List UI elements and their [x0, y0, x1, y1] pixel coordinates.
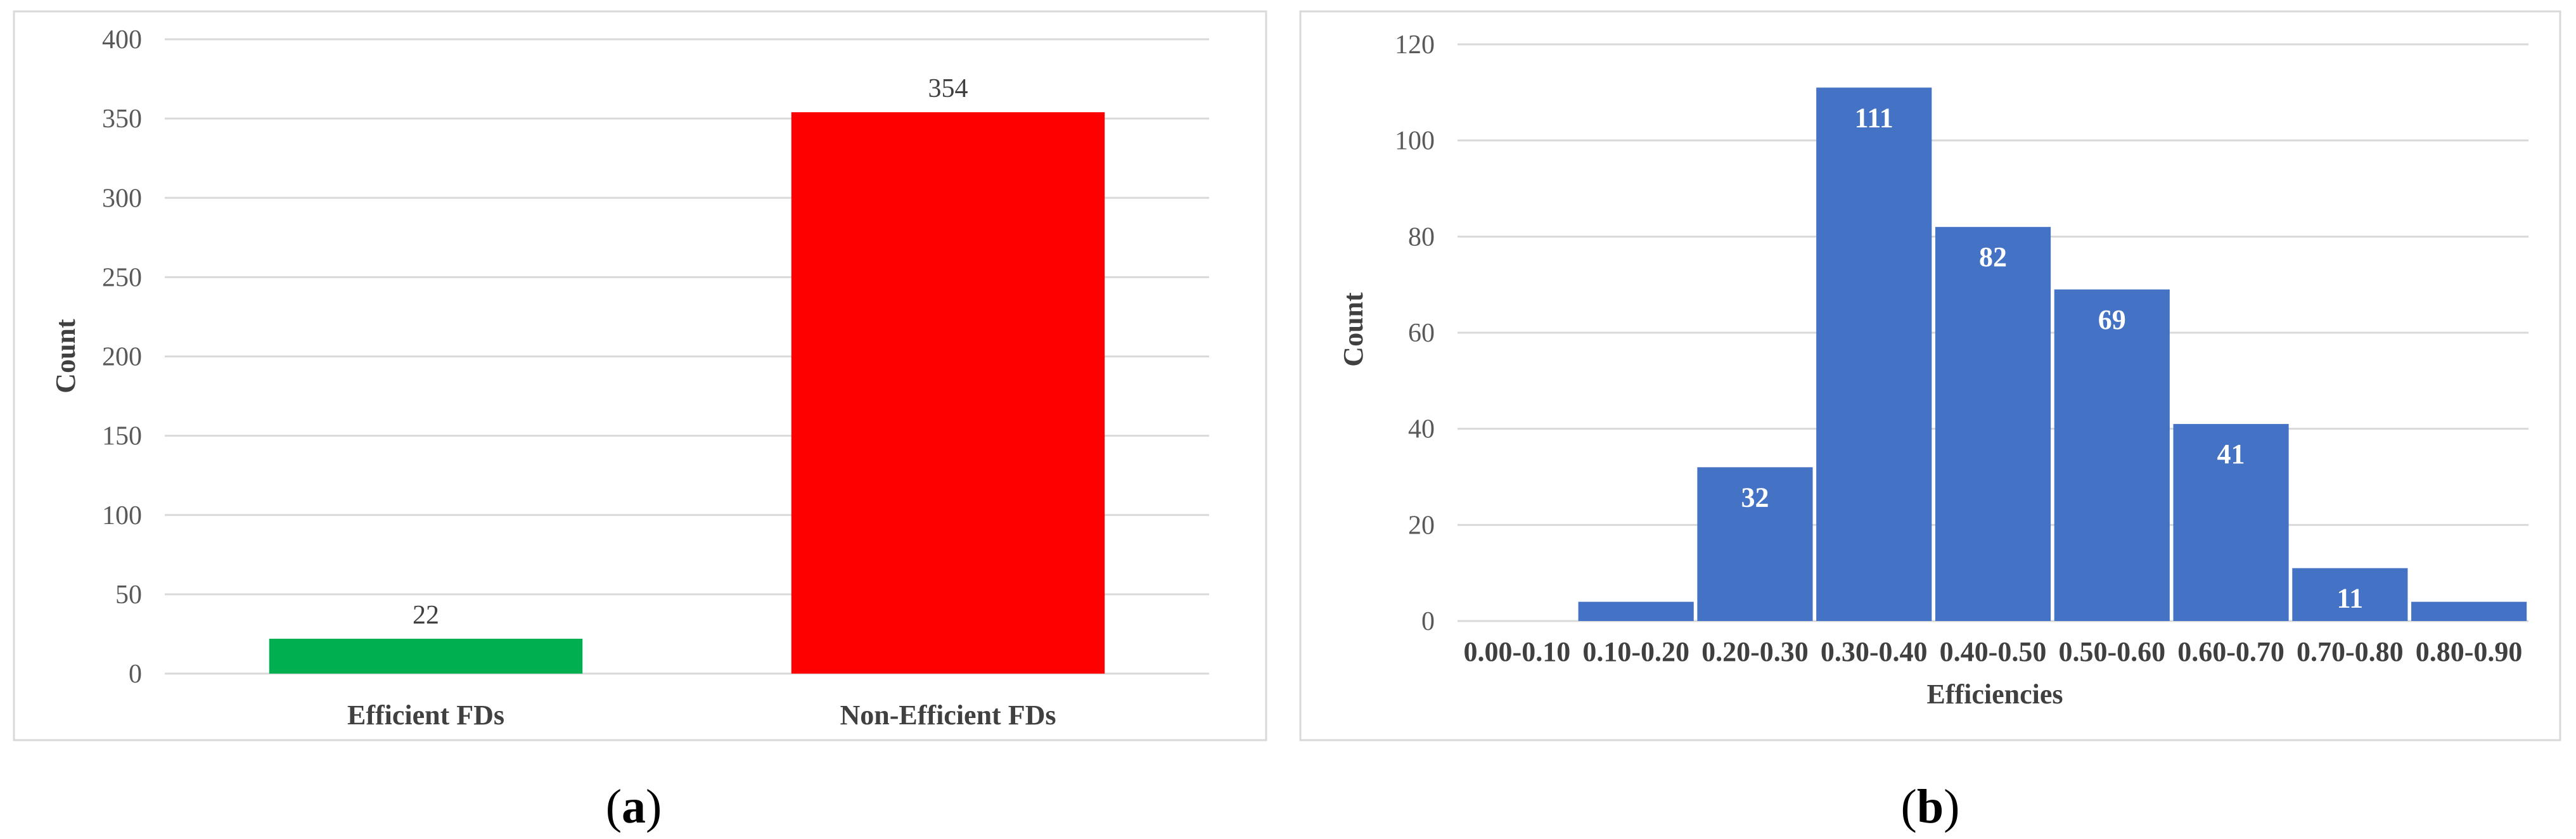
- data-label: 82: [1979, 241, 2007, 272]
- y-tick-label: 100: [1395, 127, 1435, 156]
- x-tick-label: Efficient FDs: [347, 700, 504, 731]
- y-tick-label: 0: [1421, 607, 1435, 636]
- y-tick-label: 60: [1408, 319, 1435, 348]
- x-tick-label: 0.10-0.20: [1582, 636, 1689, 667]
- x-tick-label: Non-Efficient FDs: [840, 700, 1056, 731]
- x-tick-label: 0.40-0.50: [1940, 636, 2047, 667]
- y-tick-label: 20: [1408, 511, 1435, 540]
- x-tick-label: 0.50-0.60: [2058, 636, 2165, 667]
- y-tick-label: 40: [1408, 415, 1435, 444]
- y-tick-label: 150: [102, 422, 142, 451]
- bar: [1578, 601, 1694, 621]
- y-tick-label: 120: [1395, 30, 1435, 60]
- x-tick-label: 0.20-0.30: [1701, 636, 1809, 667]
- y-tick-label: 400: [102, 25, 142, 54]
- y-tick-label: 250: [102, 263, 142, 292]
- chart-a-y-axis-title: Count: [50, 319, 81, 394]
- bar: [1697, 467, 1813, 621]
- y-tick-label: 100: [102, 501, 142, 530]
- y-tick-label: 200: [102, 343, 142, 372]
- bar: [2054, 289, 2170, 621]
- data-label: 41: [2217, 439, 2245, 470]
- x-tick-label: 0.00-0.10: [1464, 636, 1571, 667]
- y-tick-label: 300: [102, 184, 142, 213]
- data-label: 11: [2337, 583, 2364, 614]
- x-tick-label: 0.70-0.80: [2297, 636, 2404, 667]
- y-tick-label: 50: [115, 580, 142, 610]
- y-tick-label: 350: [102, 105, 142, 134]
- chart-b-x-axis-title: Efficiencies: [1926, 679, 2063, 710]
- chart-a: 0 50 100 150 200 250 300 350 400 22 354 Efficient…: [13, 10, 1267, 833]
- bar: [2173, 424, 2289, 621]
- x-tick-label: 0.30-0.40: [1821, 636, 1928, 667]
- bar: [1935, 227, 2051, 622]
- bar: [1816, 87, 1932, 621]
- data-label: 32: [1741, 482, 1769, 513]
- x-tick-label: 0.80-0.90: [2416, 636, 2523, 667]
- y-tick-label: 0: [129, 660, 142, 689]
- bar: [2411, 601, 2527, 621]
- bar: [269, 638, 583, 674]
- data-label: 111: [1855, 102, 1894, 133]
- bar: [791, 112, 1105, 674]
- data-label: 354: [928, 74, 968, 103]
- bar: [2292, 568, 2408, 621]
- x-tick-label: 0.60-0.70: [2177, 636, 2284, 667]
- data-label: 69: [2098, 304, 2126, 335]
- chart-a-caption: (a): [606, 780, 662, 833]
- chart-b-frame: [1299, 10, 2561, 741]
- chart-b-y-axis-title: Count: [1338, 292, 1369, 367]
- data-label: 22: [413, 601, 439, 630]
- chart-b-caption: (b): [1901, 780, 1960, 833]
- y-tick-label: 80: [1408, 222, 1435, 252]
